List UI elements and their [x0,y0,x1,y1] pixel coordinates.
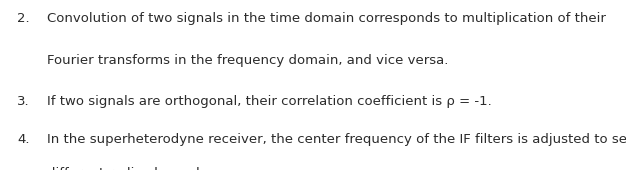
Text: different radio channels.: different radio channels. [47,167,211,170]
Text: Fourier transforms in the frequency domain, and vice versa.: Fourier transforms in the frequency doma… [47,54,448,67]
Text: 3.: 3. [18,95,30,108]
Text: Convolution of two signals in the time domain corresponds to multiplication of t: Convolution of two signals in the time d… [47,12,606,25]
Text: In the superheterodyne receiver, the center frequency of the IF filters is adjus: In the superheterodyne receiver, the cen… [47,133,626,146]
Text: 4.: 4. [18,133,30,146]
Text: If two signals are orthogonal, their correlation coefficient is ρ = -1.: If two signals are orthogonal, their cor… [47,95,491,108]
Text: 2.: 2. [18,12,30,25]
